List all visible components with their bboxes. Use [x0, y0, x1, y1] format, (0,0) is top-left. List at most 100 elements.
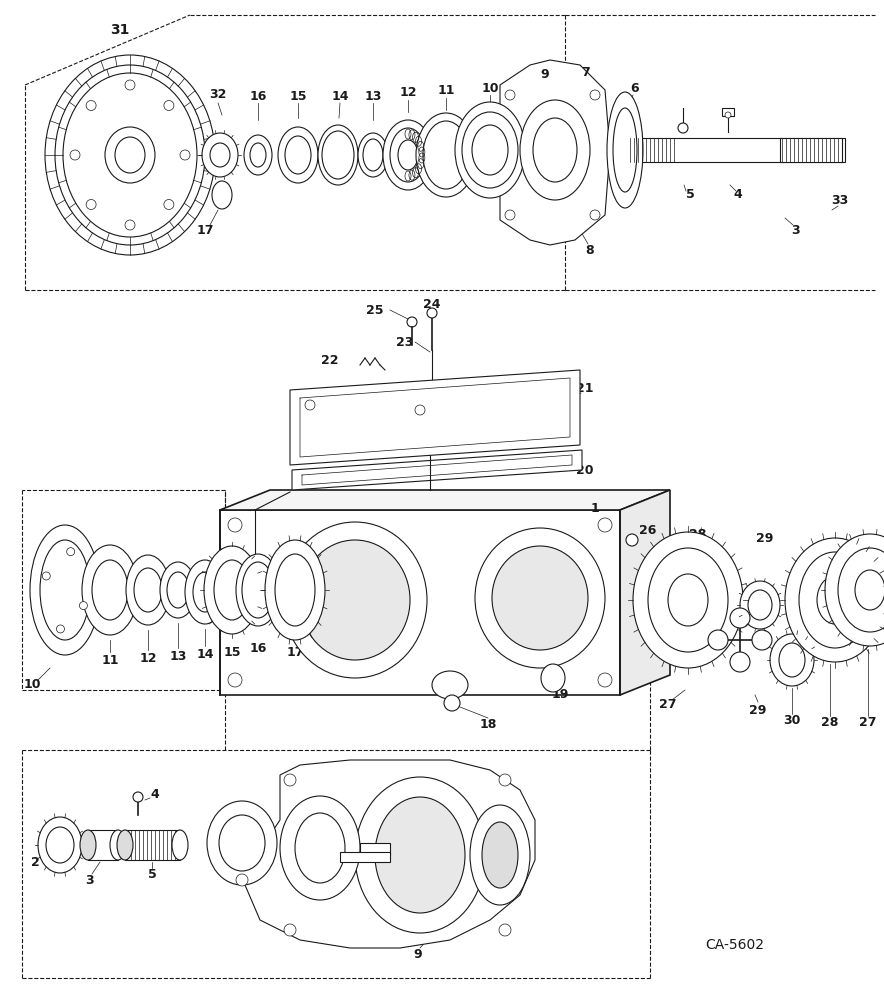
Ellipse shape	[105, 127, 155, 183]
Ellipse shape	[462, 112, 518, 188]
Ellipse shape	[492, 546, 588, 650]
Polygon shape	[245, 760, 535, 948]
Ellipse shape	[219, 815, 265, 871]
Bar	[125, 830, 180, 860]
Circle shape	[305, 400, 315, 410]
Bar	[360, 843, 390, 855]
Ellipse shape	[193, 572, 217, 612]
Ellipse shape	[244, 135, 272, 175]
Ellipse shape	[322, 131, 354, 179]
Ellipse shape	[110, 830, 126, 860]
Ellipse shape	[390, 128, 426, 182]
Circle shape	[284, 774, 296, 786]
Circle shape	[407, 317, 417, 327]
Text: 30: 30	[783, 714, 801, 726]
Circle shape	[499, 774, 511, 786]
Text: 20: 20	[576, 464, 594, 477]
Text: 6: 6	[630, 82, 639, 95]
Text: 22: 22	[321, 354, 339, 366]
Ellipse shape	[295, 813, 345, 883]
Ellipse shape	[172, 830, 188, 860]
Text: 13: 13	[364, 90, 382, 103]
Text: 23: 23	[396, 336, 414, 349]
Ellipse shape	[817, 576, 853, 624]
Ellipse shape	[134, 568, 162, 612]
Circle shape	[57, 625, 65, 633]
Circle shape	[598, 673, 612, 687]
Ellipse shape	[423, 121, 469, 189]
Ellipse shape	[40, 540, 90, 640]
Ellipse shape	[285, 136, 311, 174]
Circle shape	[415, 405, 425, 415]
Circle shape	[133, 792, 143, 802]
Text: 14: 14	[196, 648, 214, 660]
Text: 2: 2	[31, 856, 40, 868]
Circle shape	[284, 924, 296, 936]
Text: 24: 24	[423, 298, 441, 312]
Ellipse shape	[210, 143, 230, 167]
Circle shape	[66, 548, 74, 556]
Bar	[722, 108, 734, 116]
Ellipse shape	[126, 555, 170, 625]
Ellipse shape	[838, 548, 884, 632]
Ellipse shape	[242, 562, 274, 618]
Ellipse shape	[80, 830, 96, 860]
Text: 3: 3	[86, 874, 95, 886]
Text: 18: 18	[479, 718, 497, 732]
Ellipse shape	[280, 796, 360, 900]
Circle shape	[164, 101, 174, 111]
Text: 13: 13	[170, 650, 187, 662]
Polygon shape	[290, 370, 580, 465]
Text: 33: 33	[831, 194, 849, 207]
Circle shape	[228, 518, 242, 532]
Ellipse shape	[207, 801, 277, 885]
Text: 11: 11	[102, 654, 118, 666]
Ellipse shape	[748, 590, 772, 620]
Polygon shape	[500, 60, 610, 245]
Ellipse shape	[708, 630, 728, 650]
Bar	[780, 138, 842, 162]
Ellipse shape	[482, 822, 518, 888]
Circle shape	[505, 90, 515, 100]
Ellipse shape	[779, 643, 805, 677]
Text: 9: 9	[414, 948, 423, 962]
Ellipse shape	[204, 546, 260, 634]
Text: 26: 26	[639, 524, 657, 536]
Ellipse shape	[633, 532, 743, 668]
Ellipse shape	[475, 528, 605, 668]
Ellipse shape	[533, 118, 577, 182]
Ellipse shape	[520, 100, 590, 200]
Ellipse shape	[355, 777, 485, 933]
Ellipse shape	[398, 140, 418, 170]
Text: 17: 17	[196, 224, 214, 236]
Ellipse shape	[730, 652, 750, 672]
Text: 7: 7	[301, 926, 309, 940]
Text: 15: 15	[289, 90, 307, 103]
Text: 5: 5	[148, 868, 156, 882]
Text: 11: 11	[438, 85, 454, 98]
Circle shape	[499, 924, 511, 936]
Ellipse shape	[214, 560, 250, 620]
Ellipse shape	[363, 139, 383, 171]
Bar	[88, 830, 118, 860]
Ellipse shape	[432, 671, 468, 699]
Bar	[340, 852, 390, 862]
Ellipse shape	[470, 805, 530, 905]
Text: 9: 9	[541, 68, 549, 82]
Ellipse shape	[472, 125, 508, 175]
Circle shape	[86, 101, 96, 111]
Ellipse shape	[265, 540, 325, 640]
Circle shape	[590, 210, 600, 220]
Circle shape	[80, 602, 88, 610]
Text: 17: 17	[286, 647, 304, 660]
Circle shape	[427, 308, 437, 318]
Text: 8: 8	[586, 243, 594, 256]
Ellipse shape	[167, 572, 189, 608]
Circle shape	[86, 199, 96, 209]
Text: 10: 10	[23, 678, 41, 692]
Ellipse shape	[358, 133, 388, 177]
Circle shape	[236, 874, 248, 886]
Text: 15: 15	[224, 646, 240, 658]
Text: 29: 29	[757, 532, 774, 544]
Ellipse shape	[455, 102, 525, 198]
